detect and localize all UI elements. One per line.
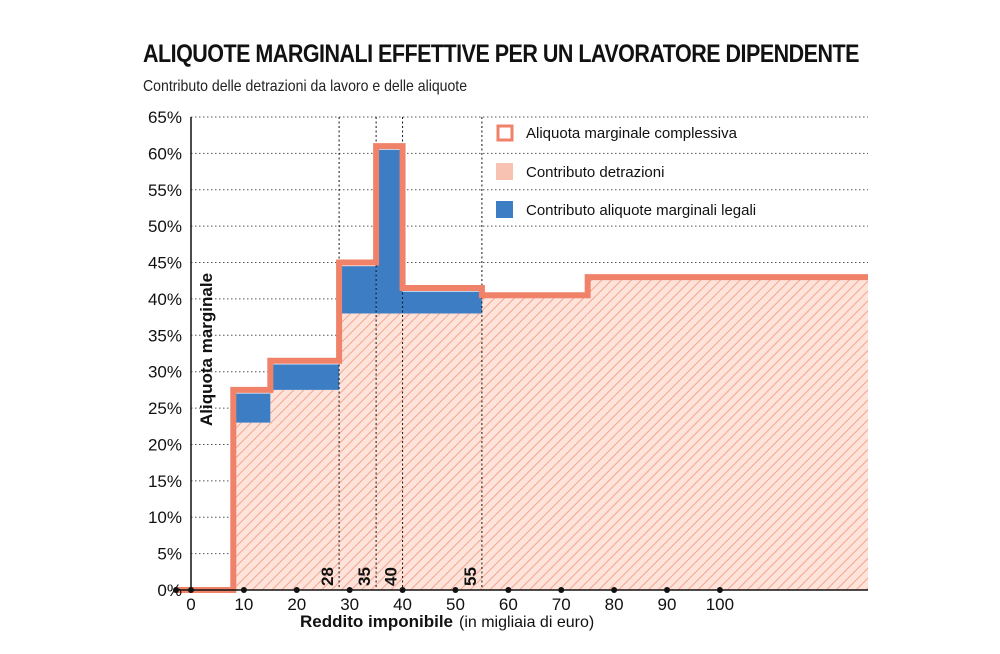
detrazioni-area: [339, 313, 377, 590]
x-axis-ticks: 0 10 20 30 40 50 60 70 80 90 100: [173, 587, 734, 614]
x-tick-dot: [293, 587, 300, 593]
chart-subtitle: Contributo delle detrazioni da lavoro e …: [143, 78, 468, 95]
y-tick-label: 45%: [148, 254, 182, 273]
y-tick-label: 0%: [157, 581, 182, 600]
y-axis-ticks: 0% 5% 10% 15% 20% 25% 30% 35% 40% 45% 50% 55% 60% 65%: [148, 108, 182, 600]
axes: [175, 117, 868, 591]
total-step-line: [175, 143, 868, 593]
x-tick-dot: [452, 587, 459, 593]
x-tick-dot: [188, 587, 194, 593]
x-tick-label: 70: [552, 595, 571, 614]
y-tick-label: 5%: [157, 545, 182, 564]
x-tick-label: 50: [446, 595, 465, 614]
series-aliquota-complessiva: [175, 143, 868, 593]
legend-label: Aliquota marginale complessiva: [526, 125, 738, 142]
legend-swatch-legali: [496, 201, 513, 218]
detrazioni-area: [233, 422, 271, 590]
x-axis-title-main: Reddito imponibile: [300, 612, 453, 631]
y-tick-label: 15%: [148, 472, 182, 491]
legali-block: [402, 291, 482, 314]
vertical-marker-label: 55: [461, 567, 480, 586]
vertical-marker-label: 28: [318, 567, 337, 586]
legend: Aliquota marginale complessiva Contributo…: [496, 124, 756, 219]
x-tick-dot: [399, 587, 406, 593]
x-tick-dot: [664, 587, 671, 593]
y-tick-label: 25%: [148, 399, 182, 418]
x-tick-dot: [346, 587, 353, 593]
legali-block: [339, 266, 377, 314]
x-tick-label: 20: [287, 595, 306, 614]
detrazioni-area: [270, 389, 340, 590]
x-tick-dot: [505, 587, 512, 593]
series-contributo-aliquote-legali: [233, 149, 482, 423]
detrazioni-area: [587, 277, 868, 590]
legali-block: [233, 393, 271, 423]
vertical-marker-label: 35: [355, 567, 374, 586]
vertical-marker-label: 40: [382, 567, 401, 586]
detrazioni-area: [402, 313, 482, 590]
y-tick-label: 65%: [148, 108, 182, 127]
x-tick-dot: [558, 587, 565, 593]
chart-title: ALIQUOTE MARGINALI EFFETTIVE PER UN LAVO…: [143, 40, 859, 68]
x-tick-label: 60: [499, 595, 518, 614]
y-tick-label: 10%: [148, 508, 182, 527]
x-tick-label: 100: [706, 595, 734, 614]
x-tick-label: 40: [393, 595, 412, 614]
legend-label: Contributo aliquote marginali legali: [526, 202, 756, 219]
x-tick-dot: [611, 587, 618, 593]
x-tick-label: 30: [340, 595, 359, 614]
x-tick-label: 90: [658, 595, 677, 614]
detrazioni-area: [481, 295, 588, 590]
y-tick-label: 60%: [148, 144, 182, 163]
legend-swatch-complessiva: [496, 124, 514, 142]
y-tick-label: 20%: [148, 435, 182, 454]
series-contributo-detrazioni: [233, 277, 868, 590]
x-tick-label: 80: [605, 595, 624, 614]
y-axis-title: Aliquota marginale: [197, 273, 216, 426]
x-axis-title-unit: (in migliaia di euro): [459, 614, 594, 631]
legali-block: [376, 149, 403, 314]
x-tick-dot: [716, 587, 723, 593]
x-tick-dot: [173, 587, 179, 593]
x-axis-title: Reddito imponibile (in migliaia di euro): [300, 612, 594, 631]
y-tick-label: 50%: [148, 217, 182, 236]
y-tick-label: 30%: [148, 363, 182, 382]
y-tick-label: 55%: [148, 181, 182, 200]
legali-block: [270, 364, 340, 390]
x-tick-label: 10: [234, 595, 253, 614]
y-tick-label: 35%: [148, 326, 182, 345]
vertical-markers: 28 35 40 55: [318, 117, 483, 590]
x-tick-label: 0: [186, 595, 195, 614]
legend-swatch-detrazioni: [496, 163, 513, 180]
detrazioni-area: [376, 313, 403, 590]
x-tick-dot: [240, 587, 247, 593]
y-tick-label: 40%: [148, 290, 182, 309]
legend-label: Contributo detrazioni: [526, 164, 664, 181]
